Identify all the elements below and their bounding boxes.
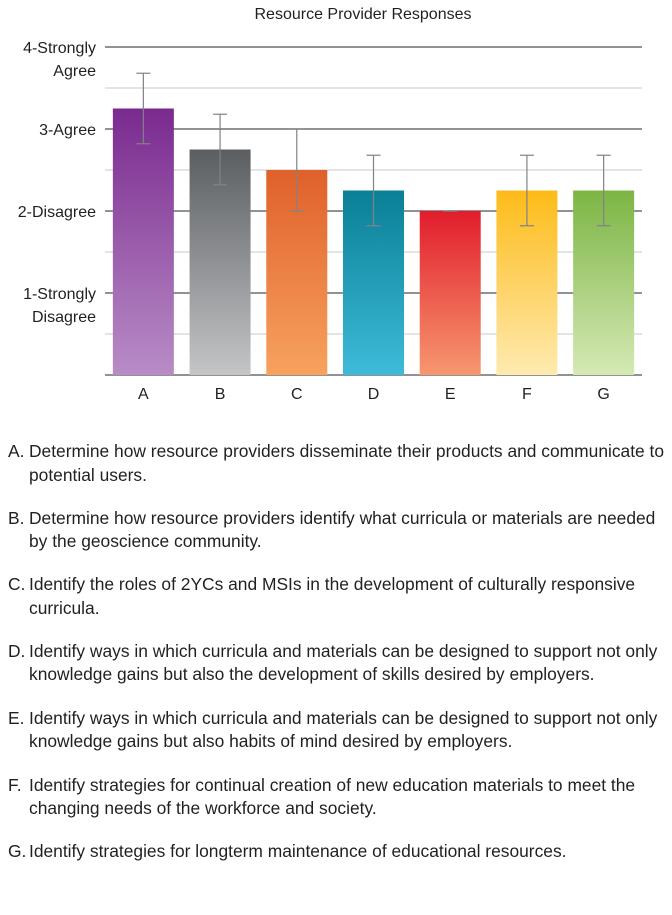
bar-chart: Resource Provider Responses 1-Strongly Di… (18, 6, 642, 403)
y-tick-label: 4-Strongly (23, 40, 96, 57)
y-tick-label: 1-Strongly (23, 286, 96, 303)
legend-item-g: G. Identify strategies for longterm maint… (8, 840, 668, 864)
legend-text: Identify strategies for continual creati… (29, 774, 636, 819)
legend-text: Identify ways in which curricula and mat… (29, 707, 658, 752)
chart-title: Resource Provider Responses (255, 6, 472, 23)
legend-key: G. (8, 841, 27, 861)
error-bar-d (366, 154, 381, 227)
x-tick-label: D (368, 386, 380, 403)
bar-a (112, 108, 174, 375)
legend-text: Identify the roles of 2YCs and MSIs in t… (29, 574, 636, 618)
legend-key: D. (8, 640, 26, 661)
legend-key: E. (8, 707, 25, 728)
error-bar-f (519, 154, 534, 227)
error-bar-g (596, 154, 611, 227)
legend-key: B. (8, 507, 25, 528)
legend-item-a: A. Determine how resource providers disse… (8, 440, 668, 487)
x-tick-label: F (522, 386, 532, 403)
legend-text: Determine how resource providers identif… (29, 507, 656, 552)
legend-item-e: E. Identify ways in which curricula and m… (8, 707, 668, 754)
x-tick-label: E (445, 386, 456, 403)
x-axis-ticks: A B C D E F G (138, 386, 610, 403)
legend-key: F. (8, 774, 22, 795)
legend-text: Identify strategies for longterm mainten… (29, 841, 567, 861)
y-axis-ticks: 1-Strongly Disagree 2-Disagree 3-Agree 4-Str… (18, 40, 96, 326)
x-tick-label: G (597, 386, 609, 403)
y-tick-label: 2-Disagree (18, 204, 96, 221)
legend-item-c: C. Identify the roles of 2YCs and MSIs in… (8, 573, 668, 620)
x-tick-label: A (138, 386, 149, 403)
error-bar-a (136, 72, 151, 145)
x-tick-label: B (215, 386, 226, 403)
legend-text: Determine how resource providers dissemi… (29, 441, 665, 485)
y-tick-label: Agree (53, 63, 96, 80)
legend-key: C. (8, 574, 26, 594)
bar-b (189, 149, 251, 375)
category-legend: A. Determine how resource providers disse… (8, 440, 668, 883)
y-tick-label: 3-Agree (39, 122, 96, 139)
bars (112, 108, 635, 375)
error-bars (136, 72, 611, 227)
y-tick-label: Disagree (32, 309, 96, 326)
legend-item-d: D. Identify ways in which curricula and m… (8, 640, 668, 687)
legend-item-f: F. Identify strategies for continual crea… (8, 774, 668, 821)
error-bar-c (289, 128, 304, 212)
bar-e (419, 211, 481, 375)
legend-key: A. (8, 441, 25, 461)
error-bar-b (213, 113, 228, 186)
legend-item-b: B. Determine how resource providers ident… (8, 507, 668, 554)
legend-text: Identify ways in which curricula and mat… (29, 640, 658, 685)
x-tick-label: C (291, 386, 303, 403)
